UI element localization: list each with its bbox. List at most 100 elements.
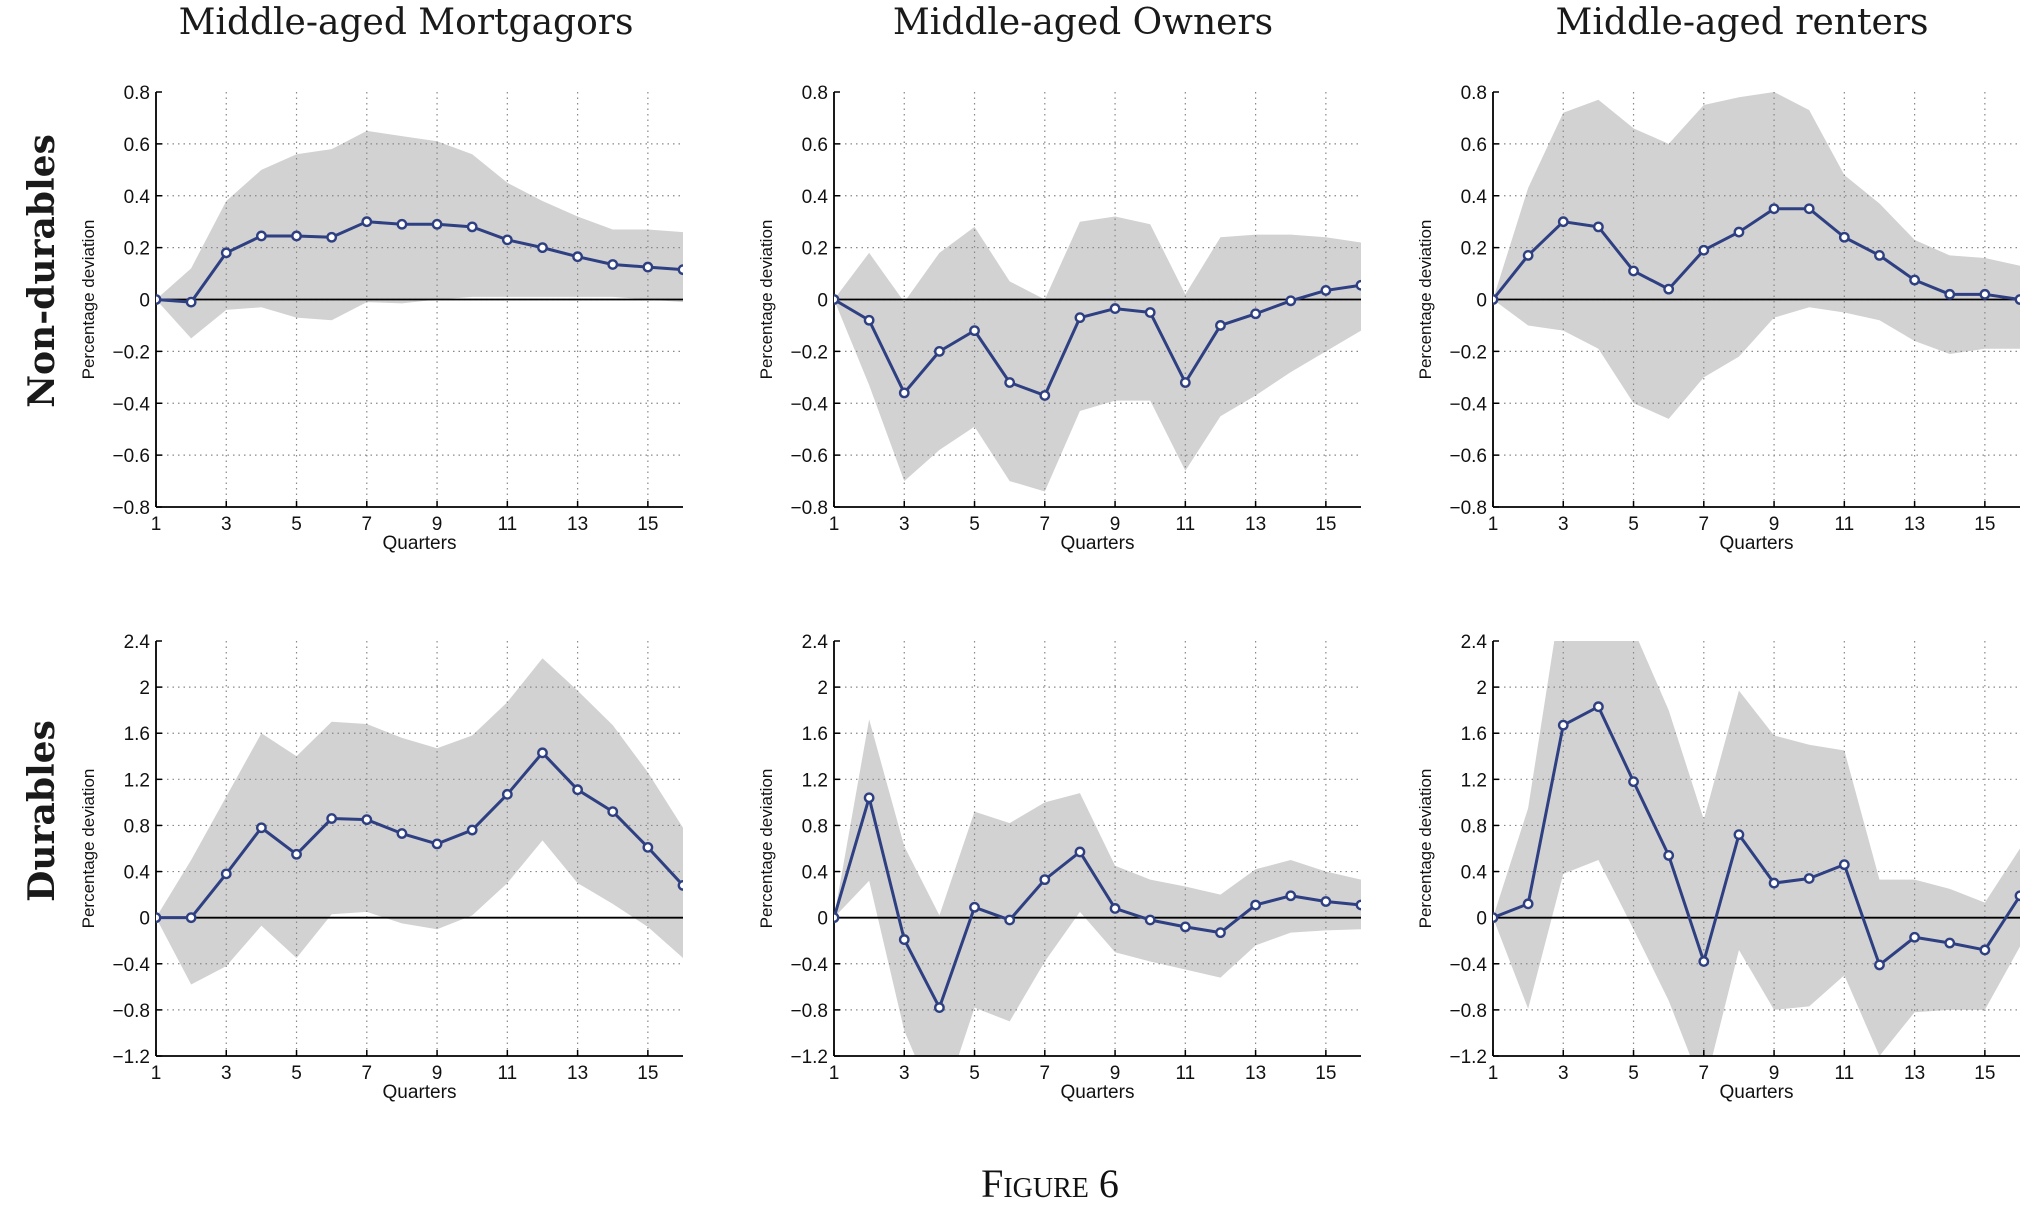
confidence-band [1493,641,2020,1056]
y-tick-label: 0 [139,909,150,930]
series-line [834,283,1361,397]
data-point [1215,927,1226,939]
data-point [1698,244,1710,256]
y-tick-label: −1.2 [790,1047,828,1068]
data-point [326,231,338,243]
data-point [255,822,267,834]
confidence-band [156,130,683,339]
y-tick-label: −0.6 [790,446,828,467]
data-point [291,230,302,242]
data-point [466,221,478,233]
y-tick-label: 2 [817,678,828,699]
data-point [1285,295,1297,307]
data-point [1522,250,1534,261]
y-tick-label: 2.4 [124,632,151,653]
data-point [185,296,197,308]
data-point [1909,931,1921,943]
x-tick-label: 13 [567,514,588,535]
y-tick-label: −0.2 [112,342,150,363]
series-line [834,796,1361,1010]
x-tick-label: 1 [829,1063,840,1084]
data-point [396,828,408,839]
data-point [642,841,654,853]
y-tick-label: −0.4 [112,955,150,976]
y-tick-label: 0.6 [802,135,828,156]
x-tick-label: 11 [1175,1063,1195,1084]
x-tick-label: 13 [567,1063,588,1084]
data-point [969,325,980,337]
y-axis-label: Percentage deviation [757,769,776,929]
column-title-renters: Middle-aged renters [1555,2,1929,43]
y-tick-label: 1.2 [1461,770,1487,791]
y-tick-label: 0 [139,291,150,312]
data-point [1663,283,1675,295]
data-point [537,242,548,254]
data-point [185,912,197,924]
x-tick-label: 1 [151,1063,162,1084]
data-point [677,879,683,891]
x-tick-label: 9 [1769,1063,1780,1084]
panel-3: 1 3 5 7 9 11 13 15−1.2−0.8−0.400.40.81.21.622.4… [79,632,683,1103]
data-point [1109,303,1121,314]
data-point [934,345,945,357]
data-point [1663,850,1675,861]
data-point [1355,279,1361,291]
x-tick-label: 3 [221,1063,232,1084]
x-tick-label: 3 [1558,514,1569,535]
data-point [1874,250,1885,261]
data-point [1355,899,1361,911]
data-point [1628,265,1639,277]
data-point [572,784,583,796]
y-tick-label: 1.2 [124,770,150,791]
y-tick-label: −0.4 [112,394,150,415]
x-tick-label: 15 [1974,514,1995,535]
x-tick-label: 1 [829,514,840,535]
data-point [1285,890,1297,902]
data-point [1144,307,1156,318]
figure-caption: Figure 6 [981,1161,1119,1206]
y-tick-label: 0.2 [124,239,150,260]
y-tick-label: 0.2 [802,239,828,260]
confidence-band [156,658,683,985]
data-point [1628,776,1639,788]
y-tick-label: 0.6 [1461,135,1487,156]
x-tick-label: 11 [1175,514,1195,535]
data-point [1493,294,1499,305]
data-point [969,901,980,913]
data-point [396,218,408,230]
data-point [1144,914,1156,926]
y-tick-label: −0.6 [1449,446,1487,467]
x-tick-label: 15 [637,514,658,535]
data-point [291,848,302,860]
x-axis-label: Quarters [1061,533,1135,554]
x-tick-label: 1 [1488,514,1499,535]
y-tick-label: 0.8 [1461,83,1487,104]
data-point [642,261,654,273]
data-point [1979,944,1991,956]
y-tick-label: 0.6 [124,135,150,156]
data-point [1522,898,1534,910]
x-tick-label: 5 [291,1063,302,1084]
column-title-mortgagors: Middle-aged Mortgagors [178,2,634,43]
y-tick-label: 2 [139,678,150,699]
data-point [156,294,162,305]
y-tick-label: 0.2 [1461,239,1487,260]
panel-0: 1 3 5 7 9 11 13 15−0.8−0.6−0.4−0.200.20.40.60.8… [79,83,683,554]
data-point [898,934,910,945]
x-tick-label: 13 [1904,1063,1925,1084]
y-tick-label: 0 [817,909,828,930]
data-point [2014,890,2020,902]
data-point [1493,912,1499,924]
y-tick-label: 1.6 [1461,724,1487,745]
panel-5: 1 3 5 7 9 11 13 15−1.2−0.8−0.400.40.81.21.622.4… [1416,632,2020,1103]
data-point [863,792,875,804]
x-axis-label: Quarters [1720,1082,1794,1103]
data-point [863,314,875,326]
data-point [431,218,443,230]
y-tick-label: −0.8 [1449,1001,1487,1022]
y-tick-label: −0.4 [1449,955,1487,976]
data-point [1215,320,1226,331]
x-tick-label: 1 [151,514,162,535]
data-point [1074,312,1086,324]
